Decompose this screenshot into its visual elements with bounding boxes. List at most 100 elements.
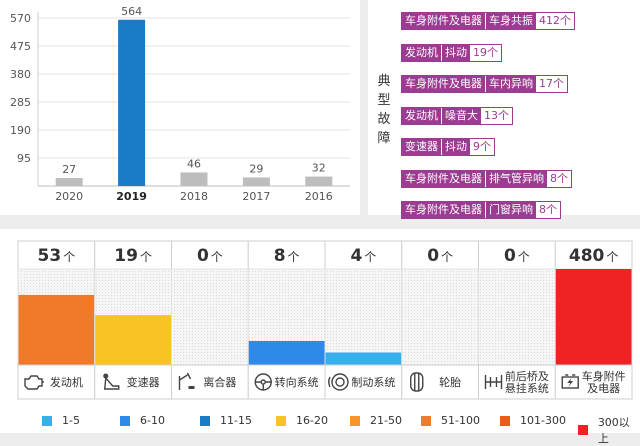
fault-item[interactable]: 发动机 噪音大 13个 [401, 106, 513, 125]
count-cell [324, 240, 403, 270]
y-tick-label: 380 [10, 68, 31, 81]
legend-label: 1-5 [62, 414, 80, 427]
brake-disc-icon [328, 373, 349, 391]
x-tick-label: 2018 [180, 190, 208, 203]
fault-symptom: 车内异响 [485, 76, 536, 92]
level-background [324, 268, 403, 366]
count-cell [247, 240, 326, 270]
fault-count: 13个 [481, 107, 512, 124]
level-background [478, 268, 556, 366]
bar-value-label: 27 [62, 163, 76, 176]
fault-system: 车身附件及电器 [402, 76, 485, 92]
legend-swatch [500, 415, 510, 426]
bar-2020 [55, 178, 83, 186]
fault-item[interactable]: 车身附件及电器 排气管异响 8个 [401, 169, 572, 188]
system-label: 轮胎 [439, 375, 461, 389]
fault-item[interactable]: 车身附件及电器 门窗异响 8个 [401, 201, 561, 219]
bar-value-label: 564 [121, 5, 142, 18]
bar-2016 [305, 176, 333, 186]
count-cell [94, 240, 172, 270]
fault-item[interactable]: 车身附件及电器 车内异响 17个 [401, 75, 568, 93]
count-cell [401, 240, 479, 270]
x-tick-label: 2019 [116, 190, 147, 203]
level-fill [95, 315, 171, 365]
legend-item: 21-50 [350, 414, 402, 427]
bar-value-label: 32 [312, 162, 326, 175]
legend-item: 6-10 [120, 414, 165, 427]
system-column[interactable]: 0 个轮胎 [401, 240, 479, 400]
legend-swatch [120, 415, 130, 426]
fault-symptom: 车身共振 [485, 13, 536, 29]
year-chart-panel: 95 190 285 380 475 570 27 2020 564 2019 46 2018 29 20… [0, 0, 360, 215]
steering-wheel-icon [254, 373, 272, 391]
fault-system: 车身附件及电器 [402, 202, 485, 218]
legend-item: 300以上 [578, 414, 640, 446]
legend-label: 16-20 [296, 414, 328, 427]
fault-system: 变速器 [402, 139, 441, 155]
clutch-pedal-icon [178, 372, 195, 390]
legend-label: 51-100 [441, 414, 480, 427]
fault-symptom: 抖动 [441, 139, 470, 155]
fault-system: 车身附件及电器 [402, 170, 485, 187]
fault-symptom: 噪音大 [441, 107, 481, 124]
system-count-label: 19 个 [114, 246, 152, 266]
y-tick-label: 95 [17, 152, 31, 165]
label-cell [554, 364, 633, 400]
x-tick-label: 2016 [305, 190, 333, 203]
system-label: 车身附件及电器 [582, 369, 626, 395]
level-fill [18, 294, 95, 365]
legend-item: 101-300 [500, 414, 566, 427]
typical-faults-title: 典型故障 [377, 74, 391, 146]
bar-value-label: 46 [187, 157, 201, 170]
legend-swatch [421, 415, 431, 426]
fault-count: 9个 [470, 139, 494, 155]
fault-system: 发动机 [402, 107, 441, 124]
system-count-label: 53 个 [38, 246, 76, 266]
fault-system: 发动机 [402, 44, 441, 61]
legend-item: 16-20 [276, 414, 328, 427]
legend-swatch [42, 415, 52, 426]
fault-count: 8个 [547, 170, 571, 187]
system-fault-panel: 53 个发动机 19 个变速器 0 个离合器 8 个转向系统 4 个制动系统 0 个轮胎 0 个前后桥及悬… [0, 229, 640, 445]
suspension-icon [484, 375, 503, 389]
system-label: 发动机 [50, 375, 83, 389]
legend-label: 11-15 [220, 414, 252, 427]
fault-item[interactable]: 变速器 抖动 9个 [401, 138, 495, 156]
legend-swatch [276, 415, 286, 426]
legend-label: 101-300 [520, 414, 566, 427]
y-tick-label: 285 [10, 96, 31, 109]
gear-shift-icon [103, 373, 120, 390]
y-tick-label: 475 [10, 40, 31, 53]
legend-item: 1-5 [42, 414, 80, 427]
x-tick-label: 2020 [55, 190, 83, 203]
bar-2017 [242, 177, 270, 186]
fault-item[interactable]: 发动机 抖动 19个 [401, 43, 502, 62]
label-cell [324, 364, 403, 400]
bar-2018 [180, 172, 208, 186]
tire-icon [410, 372, 424, 392]
fault-list: 车身附件及电器 车身共振 412个 发动机 抖动 19个 车身附件及电器 车内异响 17个 发动机… [401, 12, 575, 233]
legend-swatch [350, 415, 360, 426]
count-cell [171, 240, 249, 270]
fault-count: 412个 [536, 13, 574, 29]
legend-item: 11-15 [200, 414, 252, 427]
bar-2019 [118, 19, 146, 187]
system-label: 离合器 [203, 375, 236, 389]
fault-item[interactable]: 车身附件及电器 车身共振 412个 [401, 12, 575, 30]
fault-symptom: 门窗异响 [485, 202, 536, 218]
level-background [171, 268, 249, 366]
fault-system: 车身附件及电器 [402, 13, 485, 29]
color-legend: 1-5 6-10 11-15 16-20 21-50 51-100 101-300 300以上 [0, 414, 640, 445]
legend-swatch [578, 425, 588, 435]
x-tick-label: 2017 [242, 190, 270, 203]
